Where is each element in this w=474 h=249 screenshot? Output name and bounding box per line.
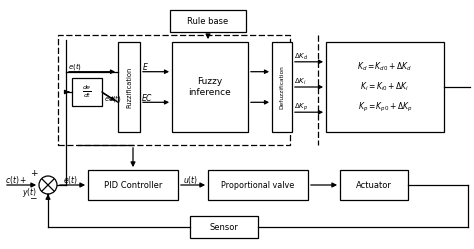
Text: $u(t)$: $u(t)$ <box>183 174 198 186</box>
Text: +: + <box>30 169 38 178</box>
Text: $ec(t)$: $ec(t)$ <box>104 93 122 104</box>
Bar <box>58 35 290 145</box>
Text: $\Delta K_i$: $\Delta K_i$ <box>294 77 307 87</box>
Text: $K_d=K_{d0}+\Delta K_d$: $K_d=K_{d0}+\Delta K_d$ <box>357 60 412 72</box>
Bar <box>326 42 444 132</box>
Bar <box>208 170 308 200</box>
Text: $c(t)+$: $c(t)+$ <box>5 174 27 186</box>
Bar <box>118 42 140 132</box>
Text: $E$: $E$ <box>142 61 149 72</box>
Text: $K_i=K_{i0}+\Delta K_i$: $K_i=K_{i0}+\Delta K_i$ <box>360 81 410 93</box>
Text: $e(t)$: $e(t)$ <box>68 61 82 72</box>
Text: $e(t)$: $e(t)$ <box>63 174 78 186</box>
Text: Proportional valve: Proportional valve <box>221 181 295 189</box>
Text: $y(t)$: $y(t)$ <box>22 186 37 199</box>
Text: Sensor: Sensor <box>210 223 238 232</box>
Text: Fuzzy
inference: Fuzzy inference <box>189 77 231 97</box>
Text: Actuator: Actuator <box>356 181 392 189</box>
Text: Rule base: Rule base <box>187 16 228 25</box>
Bar <box>340 170 408 200</box>
Bar <box>272 42 292 132</box>
Bar <box>190 216 258 238</box>
Text: Defuzzification: Defuzzification <box>280 65 284 109</box>
Bar <box>72 78 102 106</box>
Text: $\Delta K_d$: $\Delta K_d$ <box>294 52 309 62</box>
Bar <box>172 42 248 132</box>
Text: $\Delta K_p$: $\Delta K_p$ <box>294 101 308 113</box>
Text: $\frac{de}{dt}$: $\frac{de}{dt}$ <box>82 84 92 100</box>
Text: $EC$: $EC$ <box>141 92 153 103</box>
Text: Fuzzification: Fuzzification <box>126 66 132 108</box>
Bar <box>88 170 178 200</box>
Text: PID Controller: PID Controller <box>104 181 162 189</box>
Bar <box>170 10 246 32</box>
Text: $-$: $-$ <box>29 192 38 201</box>
Text: $K_p=K_{p0}+\Delta K_p$: $K_p=K_{p0}+\Delta K_p$ <box>357 101 412 114</box>
